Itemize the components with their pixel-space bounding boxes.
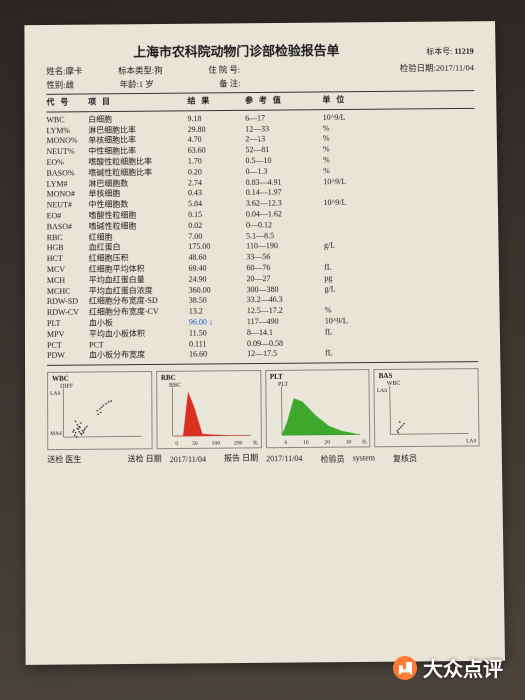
report-sheet: 上海市农科院动物门诊部检验报告单 标本号: 11219 姓名:摩卡 标本类型:狗… (24, 21, 505, 665)
sample-no: 标本号: 11219 (426, 46, 474, 57)
footer-row: 送检 医生 送检 日期 2017/11/04 报告 日期 2017/11/04 … (47, 453, 480, 468)
table-header: 代 号 项 目 结 果 参 考 值 单 位 (46, 94, 474, 108)
table-row: PDW血小板分布宽度16.6012—17.5fL (47, 347, 478, 362)
chart-wbc: WBC DIFF LAS MAS (47, 371, 152, 450)
title-row: 上海市农科院动物门诊部检验报告单 标本号: 11219 (46, 39, 474, 61)
chart-rbc: RBC RBC fL 050100200 (156, 370, 262, 449)
watermark: 大众点评 (393, 653, 503, 682)
meta-row-2: 性别:雌 年龄:1 岁 备 注: (46, 75, 474, 91)
chart-plt: PLT PLT fL 0102030 (265, 369, 371, 448)
watermark-text: 大众点评 (423, 653, 503, 682)
chart-bas: BAS WBC LAS LAS (374, 368, 480, 447)
charts-row: WBC DIFF LAS MAS RBC RBC fL 050100200 PL… (47, 368, 480, 450)
meta-row-1: 姓名:摩卡 标本类型:狗 住 院 号: 检验日期:2017/11/04 (46, 62, 474, 78)
dianping-icon (393, 656, 417, 680)
divider-bottom (47, 361, 478, 366)
report-title: 上海市农科院动物门诊部检验报告单 (46, 39, 426, 61)
table-body: WBC白细胞9.186—1710^9/LLYM%淋巴细胞比率29.8012—33… (46, 112, 478, 362)
